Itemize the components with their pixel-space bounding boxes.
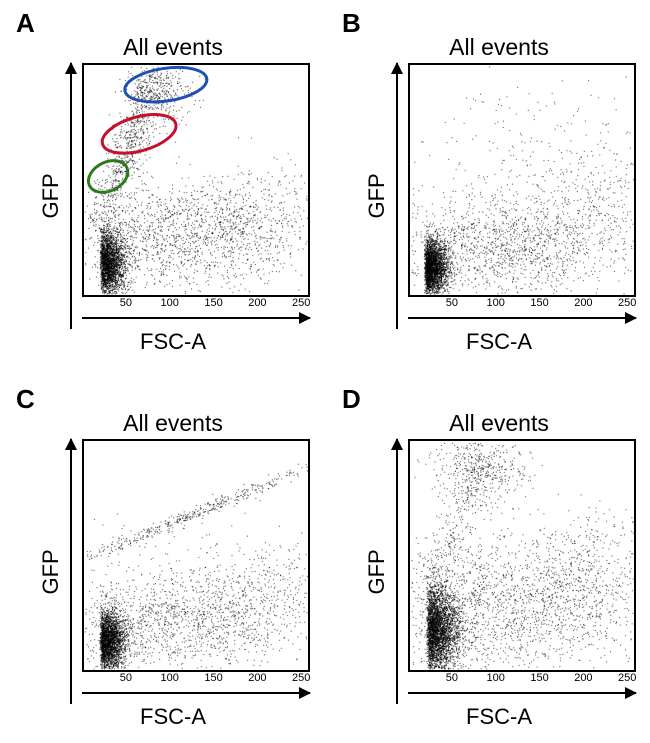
x-tick: 50 bbox=[446, 297, 458, 309]
x-tick: 100 bbox=[487, 297, 505, 309]
x-tick: 150 bbox=[204, 297, 222, 309]
x-tick: 100 bbox=[161, 672, 179, 684]
panel-B: BAll eventsGFP10210310410550100150200250… bbox=[336, 12, 640, 358]
x-tick: 50 bbox=[446, 672, 458, 684]
x-tick: 50 bbox=[120, 297, 132, 309]
x-axis-arrow bbox=[408, 317, 636, 319]
x-tick: 200 bbox=[248, 297, 266, 309]
y-axis-label: GFP bbox=[362, 439, 390, 705]
x-tick: 150 bbox=[530, 672, 548, 684]
x-axis-arrow bbox=[82, 317, 310, 319]
panel-letter: D bbox=[342, 384, 361, 415]
plot-title: All events bbox=[36, 34, 310, 61]
x-axis-arrow bbox=[82, 692, 310, 694]
plot-wrap: All eventsGFP 10210310410550 100 150 200 250 F… bbox=[36, 410, 310, 732]
x-tick: 150 bbox=[204, 672, 222, 684]
panel-letter: C bbox=[16, 384, 35, 415]
x-axis-label: FSC-A bbox=[362, 704, 636, 730]
panel-D: DAll eventsGFP10210310410550100150200250… bbox=[336, 388, 640, 734]
panel-letter: B bbox=[342, 8, 361, 39]
scatter-canvas bbox=[84, 441, 308, 671]
scatter-canvas bbox=[84, 65, 308, 295]
scatter-plot: 102103104105 bbox=[82, 63, 310, 297]
x-axis-label: FSC-A bbox=[362, 329, 636, 355]
x-tick: 200 bbox=[574, 672, 592, 684]
plot-title: All events bbox=[362, 34, 636, 61]
x-axis-arrow bbox=[408, 692, 636, 694]
scatter-plot: 102103104105 bbox=[82, 439, 310, 673]
scatter-plot: 102103104105 bbox=[408, 63, 636, 297]
y-axis-arrow bbox=[70, 439, 72, 705]
plot-title: All events bbox=[36, 410, 310, 437]
plot-wrap: All eventsGFP 10210310410550 100 150 200 250 F… bbox=[362, 410, 636, 732]
scatter-canvas bbox=[410, 441, 634, 671]
panel-A: AAll eventsGFP10210310410550100150200250… bbox=[10, 12, 314, 358]
x-tick: 100 bbox=[161, 297, 179, 309]
y-axis-arrow bbox=[396, 63, 398, 329]
plot-area: GFP 10210310410550 100 150 200 250 bbox=[362, 439, 636, 705]
y-axis-label: GFP bbox=[36, 439, 64, 705]
x-tick: 200 bbox=[574, 297, 592, 309]
y-axis-label: GFP bbox=[362, 63, 390, 329]
x-tick: 150 bbox=[530, 297, 548, 309]
x-tick: 50 bbox=[120, 672, 132, 684]
plot-wrap: All eventsGFP 10210310410550 100 150 200 250 F… bbox=[36, 34, 310, 356]
x-tick: 250 bbox=[292, 297, 310, 309]
x-tick: 100 bbox=[487, 672, 505, 684]
plot-title: All events bbox=[362, 410, 636, 437]
x-axis-label: FSC-A bbox=[36, 704, 310, 730]
x-tick: 250 bbox=[618, 672, 636, 684]
x-tick: 250 bbox=[618, 297, 636, 309]
y-axis-arrow bbox=[396, 439, 398, 705]
flow-cytometry-figure: AAll eventsGFP10210310410550100150200250… bbox=[0, 0, 650, 743]
panel-C: CAll eventsGFP10210310410550100150200250… bbox=[10, 388, 314, 734]
plot-area: GFP 10210310410550 100 150 200 250 bbox=[362, 63, 636, 329]
scatter-plot: 102103104105 bbox=[408, 439, 636, 673]
plot-area: GFP 10210310410550 100 150 200 250 bbox=[36, 439, 310, 705]
y-axis-label: GFP bbox=[36, 63, 64, 329]
x-tick: 250 bbox=[292, 672, 310, 684]
plot-area: GFP 10210310410550 100 150 200 250 bbox=[36, 63, 310, 329]
y-axis-arrow bbox=[70, 63, 72, 329]
x-axis-label: FSC-A bbox=[36, 329, 310, 355]
panel-letter: A bbox=[16, 8, 35, 39]
scatter-canvas bbox=[410, 65, 634, 295]
plot-wrap: All eventsGFP 10210310410550 100 150 200 250 F… bbox=[362, 34, 636, 356]
x-tick: 200 bbox=[248, 672, 266, 684]
